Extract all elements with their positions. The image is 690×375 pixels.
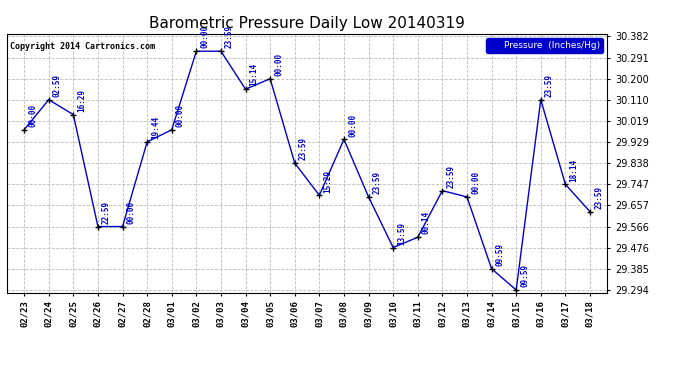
- Text: 19:44: 19:44: [151, 116, 160, 139]
- Text: 09:59: 09:59: [495, 243, 505, 266]
- Text: 00:00: 00:00: [176, 104, 185, 127]
- Text: 00:00: 00:00: [348, 114, 357, 136]
- Text: 00:00: 00:00: [127, 201, 136, 224]
- Legend: Pressure  (Inches/Hg): Pressure (Inches/Hg): [486, 38, 602, 53]
- Text: 02:59: 02:59: [53, 74, 62, 97]
- Text: 15:29: 15:29: [324, 170, 333, 192]
- Text: 23:59: 23:59: [594, 186, 603, 209]
- Text: 18:14: 18:14: [569, 159, 578, 182]
- Text: Copyright 2014 Cartronics.com: Copyright 2014 Cartronics.com: [10, 42, 155, 51]
- Text: 23:59: 23:59: [545, 74, 554, 97]
- Text: 00:00: 00:00: [28, 104, 37, 127]
- Text: 23:59: 23:59: [446, 165, 455, 188]
- Text: 23:59: 23:59: [225, 25, 234, 48]
- Text: 23:59: 23:59: [299, 137, 308, 160]
- Text: 00:00: 00:00: [201, 25, 210, 48]
- Text: 00:00: 00:00: [275, 53, 284, 76]
- Text: 15:14: 15:14: [250, 63, 259, 86]
- Text: 22:59: 22:59: [102, 201, 111, 224]
- Text: 09:59: 09:59: [520, 264, 529, 287]
- Text: 23:59: 23:59: [373, 171, 382, 194]
- Text: 00:00: 00:00: [471, 171, 480, 194]
- Text: 13:59: 13:59: [397, 222, 406, 245]
- Text: 16:29: 16:29: [77, 89, 86, 112]
- Text: 00:14: 00:14: [422, 211, 431, 234]
- Title: Barometric Pressure Daily Low 20140319: Barometric Pressure Daily Low 20140319: [149, 16, 465, 31]
